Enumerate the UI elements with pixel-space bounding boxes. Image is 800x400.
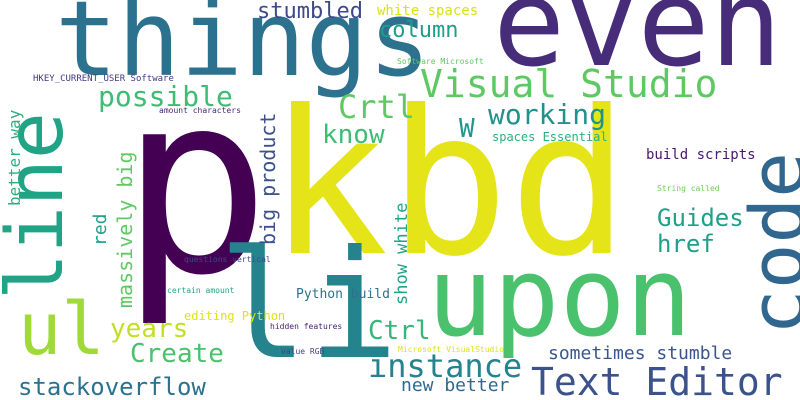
word-editing-python: editing Python (184, 309, 286, 323)
word-ctrl: Ctrl (368, 316, 431, 346)
word-string-called: String called (657, 184, 720, 193)
word-build-scripts: build scripts (646, 147, 756, 163)
word-sometimes-stumble: sometimes stumble (548, 343, 733, 364)
word-column: column (379, 18, 459, 43)
word-hidden-features: hidden features (270, 322, 343, 331)
word-upon: upon (427, 233, 692, 361)
word-code: code (733, 151, 800, 335)
word-amount-characters: amount characters (159, 106, 241, 115)
word-massively-big: massively big (113, 151, 137, 308)
word-software-microsoft: Software Microsoft (397, 57, 484, 66)
word-white-spaces: white spaces (377, 3, 479, 19)
word-show-white: show white (392, 202, 412, 305)
word-guides: Guides (657, 204, 744, 232)
word-instance: instance (368, 347, 523, 385)
word-working: working (488, 98, 607, 131)
word-stackoverflow: stackoverflow (18, 373, 206, 400)
word-better-way: better way (5, 109, 24, 206)
word-red: red (90, 213, 111, 246)
word-know: know (322, 120, 385, 150)
word-visual-studio: Visual Studio (420, 62, 718, 106)
word-li: li (218, 219, 399, 393)
word-stumbled: stumbled (257, 0, 363, 24)
word-spaces-essential: spaces Essential (492, 130, 608, 144)
word-things: things (55, 0, 431, 100)
word-possible: possible (98, 80, 233, 113)
word-value-rgb: value RGB (281, 347, 325, 356)
word-big-product: big product (256, 112, 280, 245)
word-create: Create (130, 339, 224, 369)
word-w: W (459, 114, 475, 144)
word-questions-vertical: questions vertical (184, 255, 271, 264)
word-even: even (493, 0, 782, 94)
word-text-editor: Text Editor (531, 360, 783, 400)
word-p: p (120, 39, 271, 330)
word-certain-amount: certain amount (167, 286, 235, 295)
word-new-better: new better (401, 375, 510, 396)
word-ul: ul (18, 287, 105, 371)
word-hkey: HKEY_CURRENT_USER Software (33, 74, 174, 84)
word-crtl: Crtl (338, 88, 416, 126)
word-href: href (657, 230, 715, 258)
word-python-build: Python build (296, 287, 390, 302)
word-kbd: kbd (268, 68, 630, 301)
word-years: years (110, 314, 189, 344)
word-microsoft-visualstudio: Microsoft VisualStudio (398, 345, 504, 354)
